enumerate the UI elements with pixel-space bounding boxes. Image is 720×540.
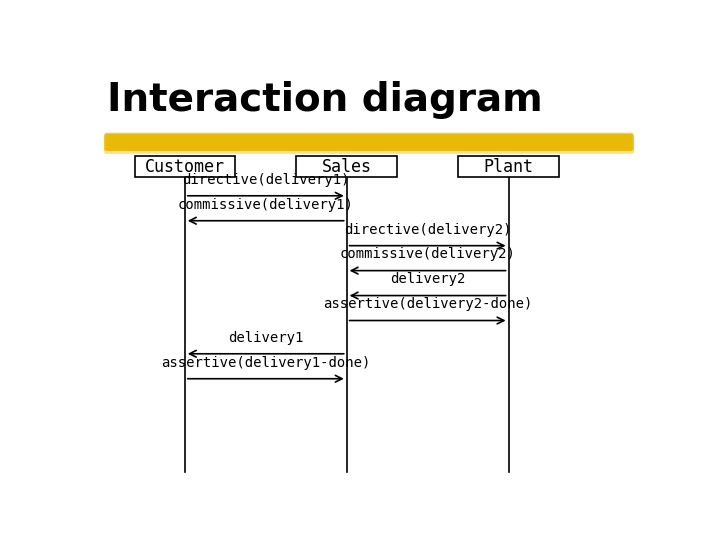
Text: directive(delivery1): directive(delivery1) [182, 173, 349, 187]
Text: Interaction diagram: Interaction diagram [107, 82, 542, 119]
Bar [459, 156, 559, 178]
FancyBboxPatch shape [104, 134, 634, 151]
FancyBboxPatch shape [104, 134, 634, 154]
Text: Plant: Plant [484, 158, 534, 176]
Text: assertive(delivery2-done): assertive(delivery2-done) [323, 298, 532, 312]
Bar [135, 156, 235, 178]
FancyBboxPatch shape [104, 133, 634, 151]
Text: delivery2: delivery2 [390, 272, 465, 286]
FancyBboxPatch shape [106, 133, 632, 151]
Bar [297, 156, 397, 178]
Text: commissive(delivery2): commissive(delivery2) [340, 247, 516, 261]
Text: Sales: Sales [322, 158, 372, 176]
Text: delivery1: delivery1 [228, 330, 303, 345]
Text: Customer: Customer [145, 158, 225, 176]
Text: directive(delivery2): directive(delivery2) [344, 222, 511, 237]
Text: commissive(delivery1): commissive(delivery1) [178, 198, 354, 212]
Text: assertive(delivery1-done): assertive(delivery1-done) [161, 355, 371, 369]
